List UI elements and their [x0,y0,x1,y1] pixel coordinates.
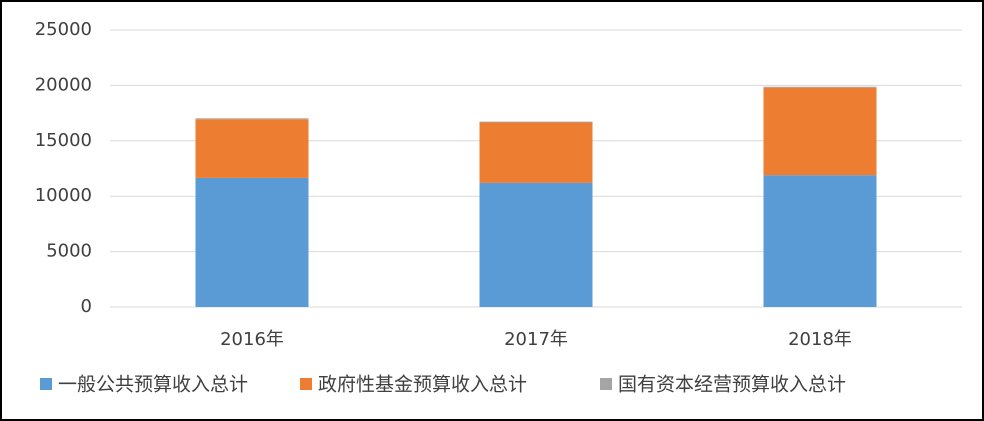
y-tick-label: 15000 [35,130,92,151]
legend-swatch [40,378,52,390]
x-tick-label: 2016年 [220,329,284,350]
bar-segment [195,118,309,120]
legend-swatch [300,378,312,390]
legend-label: 一般公共预算收入总计 [58,374,248,396]
bar-segment [479,182,593,307]
y-tick-label: 20000 [35,74,92,95]
legend-swatch [600,378,612,390]
y-tick-label: 0 [81,296,92,317]
y-tick-label: 5000 [46,241,92,262]
bar-segment [195,177,309,307]
bar-segment [195,119,309,178]
x-tick-label: 2018年 [788,329,852,350]
bar-segment [479,122,593,183]
legend-label: 政府性基金预算收入总计 [318,374,527,396]
bar-segment [479,121,593,123]
y-tick-label: 25000 [35,19,92,40]
bar-segment [763,86,877,88]
x-tick-label: 2017年 [504,329,568,350]
y-tick-label: 10000 [35,185,92,206]
bar-segment [763,175,877,307]
bar-segment [763,87,877,176]
legend-label: 国有资本经营预算收入总计 [618,374,846,396]
